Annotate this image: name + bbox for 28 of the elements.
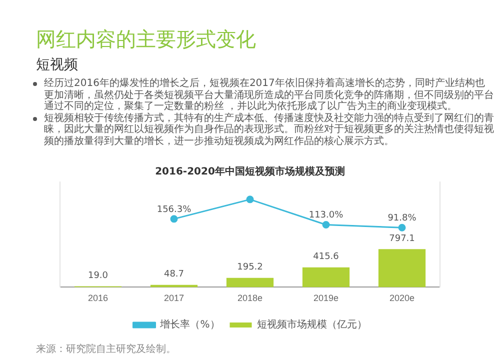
source-note: 来源：研究院自主研究及绘制。: [36, 342, 176, 356]
point: [170, 215, 178, 223]
bar: [226, 278, 274, 288]
data-label: 415.6: [313, 252, 340, 262]
text: 2016-2020年中国短视频市场规模及预测: [155, 166, 345, 178]
legend-label: 增长率（%）: [159, 318, 220, 331]
x-tick-label: 2018e: [237, 293, 263, 304]
point: [322, 221, 330, 229]
x-tick-label: 2020e: [389, 293, 415, 304]
data-label: 156.3%: [156, 204, 192, 215]
data-label: 113.0%: [308, 210, 344, 221]
chart-title: 网红内容的主要形式变化: [36, 26, 256, 53]
x-tick-label: 2019e: [313, 293, 339, 304]
point: [398, 224, 406, 232]
bar: [378, 249, 426, 288]
chart-subtitle: 短视频: [36, 56, 78, 74]
data-label: 797.1: [389, 234, 415, 244]
data-label: 91.8%: [388, 213, 417, 224]
x-tick-label: 2017: [164, 293, 184, 304]
data-label: 195.2: [237, 262, 263, 273]
point: [246, 196, 254, 204]
legend-label: 短视频市场规模（亿元）: [256, 318, 367, 331]
text: 经历过2016年的爆发性的增长之后，短视频在2017年依旧保持着高速增长的态势，同时产业结构也更加清晰，虽然仍处于各类短视频平台大量涌现所造成的平台同质化竞争的阵痛期，但不同级别的平台通过不同的定位，聚集了一定数量的粉丝 ，并以此为依托形成了以广告为主的商业变现模式。: [44, 78, 494, 112]
x-tick-label: 2016: [88, 293, 108, 304]
bar: [302, 267, 350, 288]
data-label: 19.0: [88, 271, 108, 282]
data-label: 48.7: [164, 270, 184, 280]
text: 短视频相较于传统传播方式，其特有的生产成本低、传播速度快及社交能力强的特点受到了网红们的青睐，因此大量的网红以短视频作为自身作品的表现形式。而粉丝对于短视频更多的关注热情也使得短视频的播放量得到大量的增长，进一步推动短视频成为网红作品的核心展示方式。: [44, 112, 494, 147]
